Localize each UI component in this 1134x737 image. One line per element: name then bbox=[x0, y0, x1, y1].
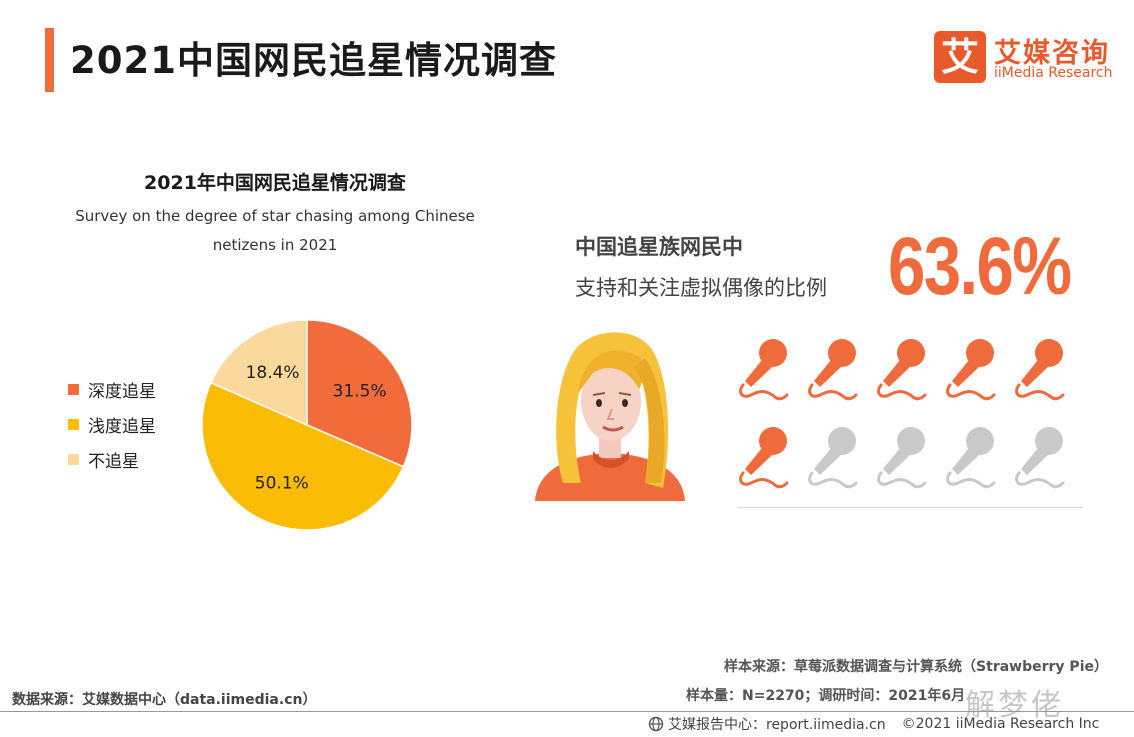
sample-size: 样本量：N=2270；调研时间：2021年6月 bbox=[686, 688, 966, 704]
pie-slice-none bbox=[209, 319, 308, 427]
legend-label-deep: 深度追星 bbox=[88, 382, 156, 402]
chart-title: 2021年中国网民追星情况调查 bbox=[144, 172, 406, 194]
microphone-icon bbox=[1015, 427, 1065, 489]
microphone-icon bbox=[946, 427, 996, 489]
legend-swatch-shallow bbox=[68, 419, 79, 430]
chart-subtitle: Survey on the degree of star chasing amo… bbox=[75, 202, 475, 260]
iimedia-logo: 艾 艾媒咨询 iiMedia Research bbox=[934, 31, 1114, 87]
legend-item-shallow: 浅度追星 bbox=[68, 407, 156, 442]
microphone-icon-grid bbox=[739, 339, 1065, 489]
stat-line-1: 中国追星族网民中 bbox=[575, 235, 743, 259]
logo-mark: 艾 bbox=[934, 31, 986, 83]
title-accent-bar bbox=[45, 28, 54, 92]
legend-item-none: 不追星 bbox=[68, 442, 156, 477]
microphone-icon bbox=[946, 339, 996, 401]
woman-avatar-illustration bbox=[535, 332, 685, 501]
globe-icon bbox=[648, 716, 664, 732]
pie-chart: 31.5% 50.1% 18.4% bbox=[201, 319, 413, 531]
chart-legend: 深度追星 浅度追星 不追星 bbox=[68, 372, 156, 477]
microphone-icon bbox=[739, 339, 789, 401]
microphone-icon bbox=[739, 427, 789, 489]
microphone-icon bbox=[877, 339, 927, 401]
chart-subtitle-line-1: Survey on the degree of star chasing amo… bbox=[75, 207, 475, 225]
pie-label-shallow: 50.1% bbox=[255, 474, 309, 494]
footer-copyright: ©2021 iiMedia Research Inc bbox=[901, 716, 1100, 732]
data-source: 数据来源：艾媒数据中心（data.iimedia.cn） bbox=[12, 692, 317, 708]
stat-line-2: 支持和关注虚拟偶像的比例 bbox=[575, 276, 827, 300]
microphone-icon bbox=[808, 339, 858, 401]
microphone-icon bbox=[808, 427, 858, 489]
sample-source: 样本来源：草莓派数据调查与计算系统（Strawberry Pie） bbox=[724, 659, 1108, 675]
pie-label-deep: 31.5% bbox=[333, 381, 387, 401]
legend-swatch-deep bbox=[68, 384, 79, 395]
legend-label-none: 不追星 bbox=[88, 452, 139, 472]
watermark: 解梦佬 bbox=[965, 688, 1064, 723]
footer: 艾媒报告中心：report.iimedia.cn ©2021 iiMedia R… bbox=[648, 714, 1099, 734]
legend-swatch-none bbox=[68, 454, 79, 465]
chart-subtitle-line-2: netizens in 2021 bbox=[212, 236, 338, 254]
logo-name-en: iiMedia Research bbox=[994, 65, 1113, 81]
page-title: 2021中国网民追星情况调查 bbox=[70, 39, 557, 82]
logo-name-cn: 艾媒咨询 bbox=[994, 38, 1110, 69]
footer-report-center[interactable]: 艾媒报告中心：report.iimedia.cn bbox=[668, 717, 886, 733]
stat-value: 63.6% bbox=[888, 221, 1072, 312]
pie-label-none: 18.4% bbox=[246, 363, 300, 383]
pie-slice-deep bbox=[306, 319, 413, 468]
microphone-icon bbox=[1015, 339, 1065, 401]
legend-label-shallow: 浅度追星 bbox=[88, 417, 156, 437]
legend-item-deep: 深度追星 bbox=[68, 372, 156, 407]
pie-slice-shallow bbox=[201, 381, 405, 531]
footer-divider bbox=[0, 711, 1134, 712]
microphone-icon bbox=[877, 427, 927, 489]
stat-divider bbox=[738, 507, 1083, 508]
